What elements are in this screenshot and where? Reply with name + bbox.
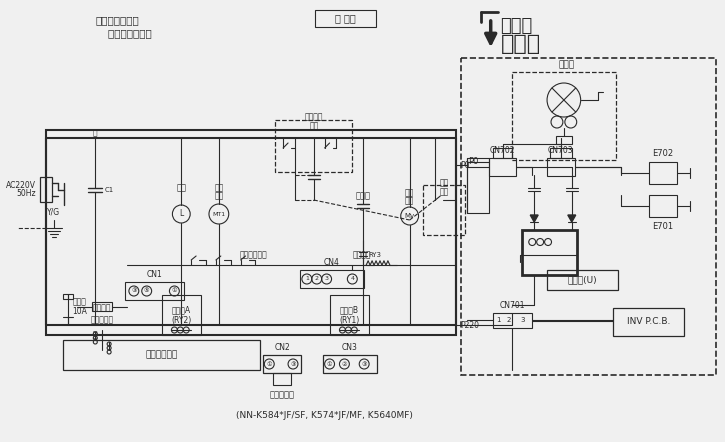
Text: 加热器: 加热器 [356, 191, 370, 201]
Text: CN4: CN4 [323, 258, 339, 267]
Text: Mv: Mv [405, 213, 415, 219]
Text: 短路: 短路 [439, 179, 449, 187]
Bar [547, 270, 618, 290]
Text: (RY1): (RY1) [339, 316, 360, 324]
Text: L: L [179, 210, 183, 218]
Text: 注：炉门关闭。: 注：炉门关闭。 [95, 15, 139, 25]
Text: 低压变压器: 低压变压器 [91, 316, 114, 324]
Text: 高压区: 高压区 [500, 34, 541, 54]
Bar [493, 148, 513, 158]
Text: AC220V: AC220V [6, 182, 36, 191]
Text: 注意：: 注意： [500, 17, 533, 35]
Text: 数据程序电路: 数据程序电路 [146, 351, 178, 359]
Text: ②: ② [341, 362, 347, 366]
Text: 开关: 开关 [309, 122, 318, 130]
Text: 转盘: 转盘 [214, 183, 223, 193]
Bar [62, 340, 260, 370]
Bar [489, 158, 516, 176]
Text: P0: P0 [460, 160, 470, 169]
Text: ③: ③ [361, 362, 367, 366]
Text: RY3: RY3 [368, 252, 381, 258]
Text: 3: 3 [520, 317, 525, 323]
Bar [522, 230, 576, 275]
Text: Y/G: Y/G [47, 207, 60, 217]
Bar [493, 313, 532, 328]
Text: 蓝: 蓝 [93, 129, 98, 137]
Bar [92, 302, 112, 311]
Text: 热敏电阻: 热敏电阻 [353, 251, 371, 259]
Text: 次级碰锁开关: 次级碰锁开关 [239, 251, 268, 259]
Text: ①: ① [327, 362, 332, 366]
Text: 保险丝: 保险丝 [72, 297, 86, 306]
Bar [46, 130, 456, 335]
Text: ①: ① [267, 362, 272, 366]
Text: 电机: 电机 [405, 197, 414, 206]
Bar [649, 162, 676, 184]
Text: 初级碰锁: 初级碰锁 [304, 113, 323, 122]
Text: 2: 2 [315, 277, 319, 282]
Text: 电机: 电机 [214, 191, 223, 201]
Bar [300, 270, 364, 288]
Text: 棕: 棕 [93, 330, 98, 339]
Text: 继电器A: 继电器A [172, 305, 191, 315]
Bar [330, 295, 369, 335]
Bar [273, 373, 291, 385]
Text: 10A: 10A [72, 306, 87, 316]
Text: CN1: CN1 [146, 270, 162, 279]
Bar [550, 148, 572, 158]
Bar [547, 158, 575, 176]
Text: 风扇: 风扇 [405, 188, 414, 198]
Bar [276, 120, 352, 172]
Text: (RY2): (RY2) [171, 316, 191, 324]
Text: ③: ③ [131, 289, 136, 293]
Text: INV P.C.B.: INV P.C.B. [627, 317, 671, 327]
Text: 磁控管: 磁控管 [559, 61, 575, 69]
Text: 开关: 开关 [439, 187, 449, 197]
Polygon shape [568, 215, 576, 222]
Bar [315, 10, 376, 27]
Text: 1: 1 [497, 317, 501, 323]
Bar [461, 58, 716, 375]
Text: 3: 3 [325, 277, 328, 282]
Bar [125, 282, 184, 300]
Text: P0: P0 [468, 157, 478, 167]
Bar [556, 136, 572, 144]
Text: CN702: CN702 [490, 146, 515, 155]
Text: 新 高压: 新 高压 [335, 14, 356, 23]
Bar [162, 295, 201, 335]
Bar [423, 185, 465, 235]
Bar [40, 177, 51, 202]
Text: CN703: CN703 [548, 146, 573, 155]
Bar [323, 355, 377, 373]
Text: MT1: MT1 [212, 212, 225, 217]
Text: 2: 2 [506, 317, 510, 323]
Text: C1: C1 [104, 187, 113, 193]
Text: 继电器B: 继电器B [340, 305, 359, 315]
Bar [263, 355, 301, 373]
Text: CN3: CN3 [341, 343, 357, 352]
Bar [62, 294, 72, 299]
Text: E702: E702 [652, 149, 674, 158]
Text: E701: E701 [652, 222, 674, 231]
Bar [613, 308, 684, 336]
Text: 炉灯: 炉灯 [176, 183, 186, 193]
Text: 50Hz: 50Hz [17, 188, 36, 198]
Bar [649, 195, 676, 217]
Text: 蒸汽感应器: 蒸汽感应器 [270, 390, 294, 400]
Text: 变频器(U): 变频器(U) [568, 275, 597, 285]
Text: 微波炉不工作。: 微波炉不工作。 [95, 28, 152, 38]
Text: ⑤: ⑤ [144, 289, 149, 293]
Text: ①: ① [172, 289, 177, 293]
Text: CN2: CN2 [274, 343, 290, 352]
Text: 4: 4 [350, 277, 355, 282]
Polygon shape [530, 215, 538, 222]
Bar [467, 158, 489, 213]
Bar [513, 72, 616, 160]
Text: (NN-K584*JF/SF, K574*JF/MF, K5640MF): (NN-K584*JF/SF, K574*JF/MF, K5640MF) [236, 411, 413, 419]
Text: ③: ③ [290, 362, 296, 366]
Text: P220: P220 [460, 320, 479, 329]
Text: CN701: CN701 [500, 301, 525, 310]
Text: 1: 1 [305, 277, 309, 282]
Text: 压敏电阻: 压敏电阻 [93, 304, 112, 312]
